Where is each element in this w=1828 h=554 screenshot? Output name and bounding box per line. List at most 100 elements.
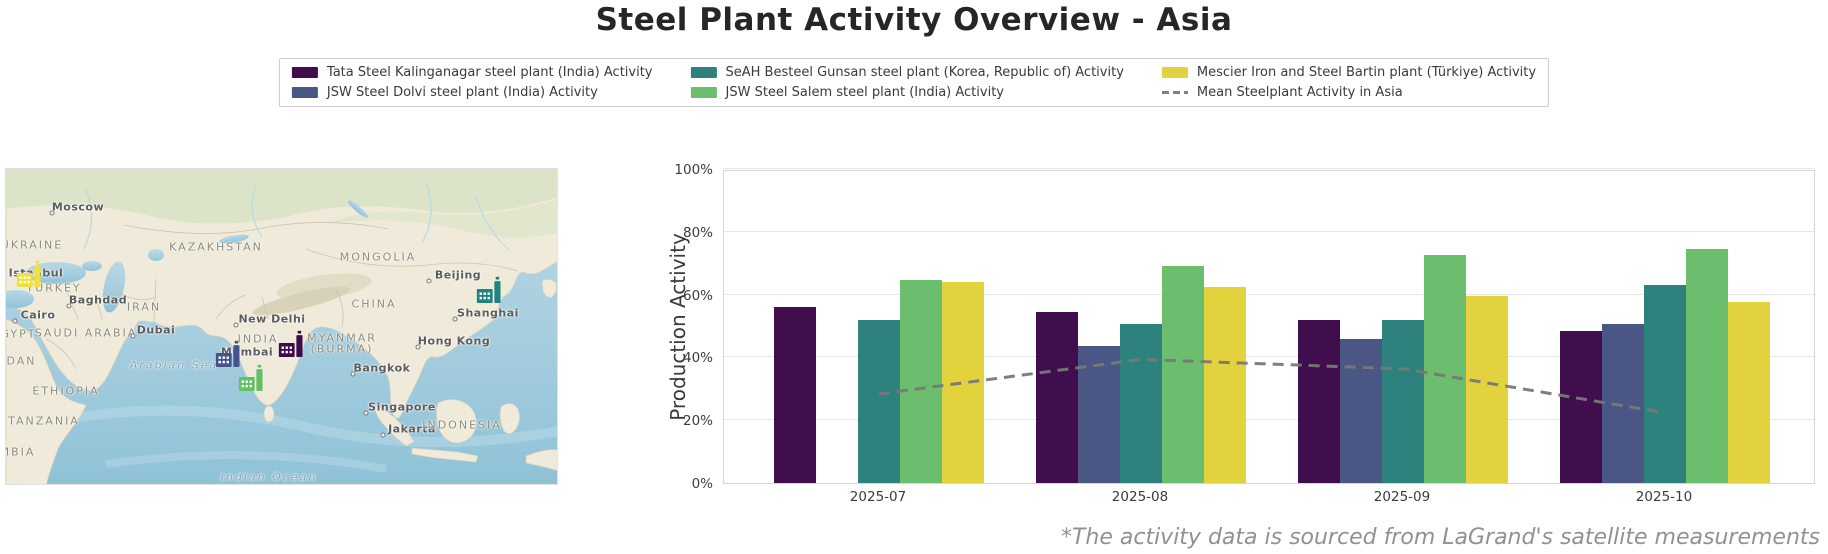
page-title: Steel Plant Activity Overview - Asia (595, 2, 1233, 38)
legend-column: SeAH Besteel Gunsan steel plant (Korea, … (690, 65, 1124, 100)
city-dot-baghdad (66, 303, 72, 309)
bar-seah-besteel-gunsan-steel-plan-2025-08 (1120, 324, 1162, 483)
legend-color-swatch (1161, 67, 1188, 78)
map-label-mongolia: MONGOLIA (339, 250, 417, 264)
map-label-bangkok: Bangkok (353, 361, 411, 375)
city-dot-new-delhi (233, 322, 239, 328)
y-tick-0: 0% (691, 476, 713, 492)
city-dot-hong-kong (415, 344, 421, 350)
bar-jsw-steel-salem-steel-plant-in-2025-09 (1424, 255, 1466, 483)
bar-tata-steel-kalinganagar-steel--2025-10 (1560, 330, 1602, 483)
y-axis-title: Production Activity (666, 233, 690, 421)
map-label-jakarta: Jakarta (388, 422, 436, 436)
map-label-beijing: Beijing (434, 268, 482, 282)
bar-tata-steel-kalinganagar-steel--2025-07 (774, 307, 816, 483)
asia-map: Moscow UKRAINE KAZAKHSTAN MONGOLIA Beijing CH… (5, 168, 558, 485)
map-label-egypt: EGYPT (6, 327, 37, 341)
legend-label: SeAH Besteel Gunsan steel plant (Korea, … (725, 65, 1124, 80)
mean-line (878, 357, 1666, 415)
city-dot-istanbul (5, 277, 6, 282)
map-label-myanmar: MYANMAR (307, 331, 377, 345)
map-label-china: CHINA (351, 297, 397, 311)
legend-item-seah-besteel-gunsan-steel-plant-korea-re: SeAH Besteel Gunsan steel plant (Korea, … (690, 65, 1124, 80)
legend-color-swatch (690, 87, 717, 98)
y-tick-100: 100% (674, 162, 713, 178)
map-label-saudi-arabia: SAUDI ARABIA (34, 326, 138, 340)
map-label-zambia: ZAMBIA (6, 445, 36, 459)
legend-item-mescier-iron-and-steel-bartin-plant-t-rk: Mescier Iron and Steel Bartin plant (Tür… (1161, 65, 1537, 80)
map-label-indonesia: INDONESIA (422, 418, 502, 432)
map-label-moscow: Moscow (51, 200, 105, 214)
map-label-cairo: Cairo (20, 308, 56, 322)
map-label-singapore: Singapore (368, 400, 436, 414)
map-label-iran: IRAN (126, 300, 162, 314)
legend-column: Tata Steel Kalinganagar steel plant (Ind… (291, 65, 653, 100)
city-dot-bangkok (350, 371, 356, 377)
legend-item-jsw-steel-salem-steel-plant-india-activi: JSW Steel Salem steel plant (India) Acti… (690, 85, 1124, 100)
legend-label: JSW Steel Dolvi steel plant (India) Acti… (326, 85, 598, 100)
y-tick-20: 20% (682, 413, 713, 430)
bar-tata-steel-kalinganagar-steel--2025-09 (1298, 319, 1340, 483)
x-tick-2025-07: 2025-07 (849, 489, 907, 505)
legend-label: Tata Steel Kalinganagar steel plant (Ind… (326, 65, 653, 80)
gridline-100 (724, 168, 1814, 169)
city-dot-moscow (49, 210, 55, 216)
plot-area (723, 168, 1815, 484)
map-label-sudan: SUDAN (6, 354, 37, 368)
legend-item-jsw-steel-dolvi-steel-plant-india-activi: JSW Steel Dolvi steel plant (India) Acti… (291, 85, 653, 100)
y-tick-40: 40% (682, 350, 713, 367)
legend-color-swatch (690, 67, 717, 78)
legend-label: JSW Steel Salem steel plant (India) Acti… (725, 85, 1005, 100)
bar-mescier-iron-and-steel-bartin--2025-09 (1466, 296, 1508, 483)
chart-legend: Tata Steel Kalinganagar steel plant (Ind… (278, 58, 1550, 107)
gridline-80 (724, 230, 1814, 232)
map-label-baghdad: Baghdad (68, 293, 128, 307)
bar-mescier-iron-and-steel-bartin--2025-10 (1728, 302, 1770, 483)
legend-column: Mescier Iron and Steel Bartin plant (Tür… (1161, 65, 1537, 100)
map-label-indian-ocean: Indian Ocean (220, 470, 318, 484)
city-dot-singapore (363, 410, 369, 416)
bar-jsw-steel-dolvi-steel-plant-in-2025-08 (1078, 346, 1120, 483)
legend-item-tata-steel-kalinganagar-steel-plant-indi: Tata Steel Kalinganagar steel plant (Ind… (291, 65, 653, 80)
map-label-new-delhi: New Delhi (238, 312, 306, 326)
city-dot-dubai (130, 333, 136, 339)
gridline-40 (724, 356, 1814, 358)
bar-jsw-steel-salem-steel-plant-in-2025-10 (1686, 249, 1728, 483)
legend-item-mean-steelplant-activity-in-asia: Mean Steelplant Activity in Asia (1161, 85, 1536, 100)
y-tick-60: 60% (682, 287, 713, 304)
bar-jsw-steel-dolvi-steel-plant-in-2025-09 (1340, 338, 1382, 483)
legend-label: Mean Steelplant Activity in Asia (1196, 85, 1403, 100)
gridline-60 (724, 293, 1814, 295)
map-overlays: Moscow UKRAINE KAZAKHSTAN MONGOLIA Beijing CH… (5, 169, 557, 484)
map-label-india: INDIA (237, 332, 279, 346)
legend-color-swatch (291, 67, 318, 78)
map-label-tanzania: TANZANIA (8, 414, 80, 428)
map-label-ukraine: UKRAINE (5, 238, 64, 252)
x-tick-2025-08: 2025-08 (1111, 489, 1169, 505)
bar-seah-besteel-gunsan-steel-plan-2025-09 (1382, 319, 1424, 483)
plant-marker-jsw-steel-dolvi-steel-plant-india (215, 340, 243, 375)
map-label-hong-kong: Hong Kong (417, 334, 491, 348)
bar-seah-besteel-gunsan-steel-plan-2025-07 (858, 319, 900, 483)
bar-mescier-iron-and-steel-bartin--2025-08 (1204, 286, 1246, 483)
bar-jsw-steel-salem-steel-plant-in-2025-07 (900, 280, 942, 483)
y-tick-80: 80% (682, 224, 713, 241)
plant-marker-mescier-iron-and-steel-bartin-plant-t-rk (16, 260, 44, 295)
bar-seah-besteel-gunsan-steel-plan-2025-10 (1644, 285, 1686, 483)
city-dot-beijing (426, 278, 432, 284)
city-dot-cairo (12, 318, 18, 324)
bar-jsw-steel-dolvi-steel-plant-in-2025-10 (1602, 324, 1644, 483)
plant-marker-seah-besteel-gunsan-steel-plant-korea-re (476, 276, 504, 311)
bar-tata-steel-kalinganagar-steel--2025-08 (1036, 311, 1078, 483)
x-tick-2025-10: 2025-10 (1635, 489, 1693, 505)
footnote: *The activity data is sourced from LaGra… (1060, 525, 1820, 550)
bar-jsw-steel-salem-steel-plant-in-2025-08 (1162, 266, 1204, 483)
map-label-ethiopia: ETHIOPIA (32, 384, 100, 398)
city-dot-jakarta (380, 432, 386, 438)
map-label-burma: (BURMA) (310, 342, 374, 356)
legend-dashed-line-swatch (1161, 91, 1188, 94)
city-dot-shanghai (452, 316, 458, 322)
legend-label: Mescier Iron and Steel Bartin plant (Tür… (1196, 65, 1537, 80)
gridline-20 (724, 419, 1814, 421)
basemap-terrain (6, 169, 557, 484)
